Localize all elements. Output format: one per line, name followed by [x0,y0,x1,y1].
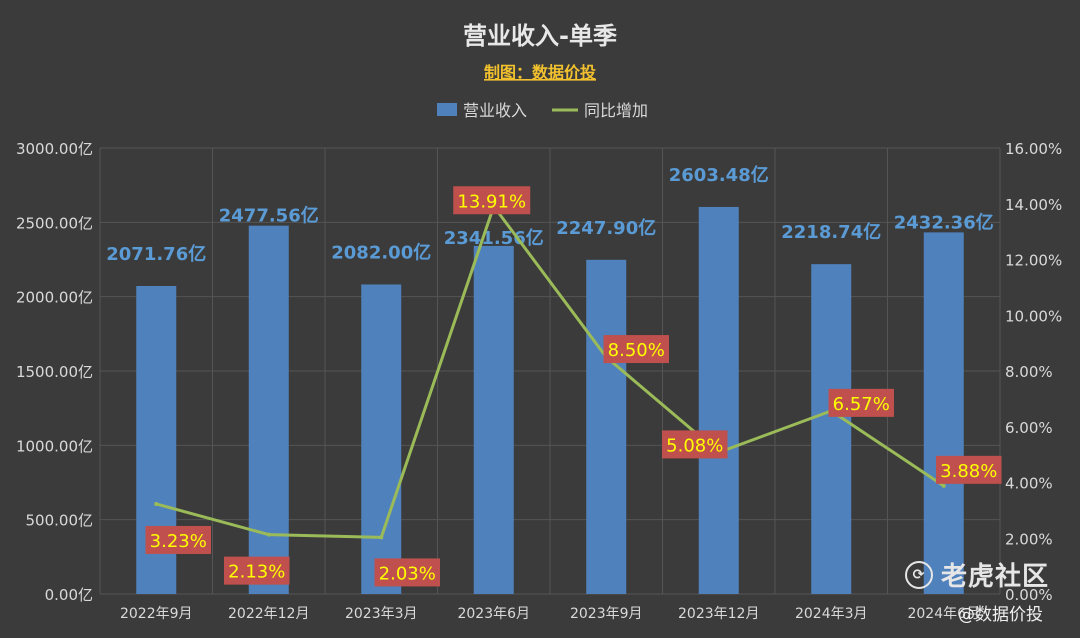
bar [586,259,627,594]
left-tick-label: 2000.00亿 [16,289,93,307]
yoy-point [941,483,946,488]
right-tick-label: 6.00% [1005,419,1053,437]
right-tick-label: 10.00% [1005,307,1062,325]
watermark-brand: ⟳ 老虎社区 [905,556,1049,593]
left-tick-label: 0.00亿 [45,586,93,604]
right-tick-label: 2.00% [1005,530,1053,548]
pct-label-box [374,558,440,587]
tiger-logo-icon: ⟳ [905,560,933,589]
bar-value-label: 2477.56亿 [219,205,319,227]
pct-value-labels: 3.23% 2.13% 2.03% 13.91% 8.50% 5.08% 6.57% 3.88… [145,186,1002,587]
right-tick-label: 16.00% [1005,140,1062,158]
bar [248,225,289,594]
left-axis: 0.00亿 500.00亿 1000.00亿 1500.00亿 2000.00亿 2500… [16,140,93,604]
bar [811,264,852,594]
bar-value-label: 2432.36亿 [894,211,994,233]
x-tick-label: 2023年6月 [457,606,530,622]
pct-label-box [145,525,211,554]
left-tick-label: 1500.00亿 [16,363,93,381]
right-tick-label: 4.00% [1005,475,1053,493]
pct-value-label: 13.91% [457,191,526,212]
x-tick-label: 2024年6月 [907,606,980,622]
yoy-line [155,203,945,539]
chart-subtitle: 制图：数据价投 [484,63,596,82]
x-tick-label: 2024年3月 [795,606,868,622]
yoy-point [379,535,384,540]
pct-label-box [453,186,531,215]
pct-value-label: 3.23% [150,531,207,552]
pct-value-label: 2.03% [379,563,436,584]
left-tick-label: 500.00亿 [26,512,94,530]
right-tick-label: 8.00% [1005,363,1053,381]
right-tick-label: 0.00% [1005,586,1053,604]
bar-value-labels: 2071.76亿 2477.56亿 2082.00亿 2341.56亿 2247.90亿… [106,164,993,265]
pct-label-box [603,335,669,364]
pct-value-label: 3.88% [940,461,997,482]
bar [361,284,402,594]
x-tick-label: 2023年9月 [570,606,643,622]
pct-label-box [936,455,1002,484]
pct-value-label: 6.57% [833,394,890,415]
right-tick-label: 14.00% [1005,196,1062,214]
pct-label-box [224,556,290,585]
legend: 营业收入 同比增加 [437,101,648,120]
watermark-brand-text: 老虎社区 [941,562,1050,592]
bar-value-label: 2218.74亿 [781,221,881,243]
legend-swatch-revenue [437,103,457,116]
yoy-point [266,532,271,537]
x-tick-label: 2023年12月 [678,606,759,622]
left-tick-label: 1000.00亿 [16,437,93,455]
bar-value-label: 2341.56亿 [444,227,544,249]
pct-value-label: 5.08% [666,435,723,456]
bar-value-label: 2603.48亿 [669,164,769,186]
x-tick-label: 2022年12月 [228,606,309,622]
left-tick-label: 2500.00亿 [16,214,93,232]
x-tick-label: 2023年3月 [345,606,418,622]
bar-series [136,206,964,595]
x-tick-label: 2022年9月 [120,606,193,622]
bar [473,245,514,595]
legend-label-yoy: 同比增加 [584,101,648,120]
watermark-handle: @数据价投 [958,605,1043,625]
bar-value-label: 2082.00亿 [331,241,431,263]
pct-value-label: 8.50% [608,340,665,361]
legend-label-revenue: 营业收入 [463,101,527,120]
bar-value-label: 2071.76亿 [106,243,206,265]
yoy-point [154,501,159,506]
pct-label-box [662,430,728,459]
pct-value-label: 2.13% [228,562,285,583]
pct-label-box [828,388,894,417]
chart-title: 营业收入-单季 [463,22,617,50]
x-axis: 2022年9月 2022年12月 2023年3月 2023年6月 2023年9月 2023… [120,606,980,622]
left-tick-label: 3000.00亿 [16,140,93,158]
right-tick-label: 12.00% [1005,252,1062,270]
bar-value-label: 2247.90亿 [556,217,656,239]
right-axis: 0.00% 2.00% 4.00% 6.00% 8.00% 10.00% 12.00% 14.… [1005,140,1062,604]
bar [698,206,739,594]
bar [923,232,964,594]
